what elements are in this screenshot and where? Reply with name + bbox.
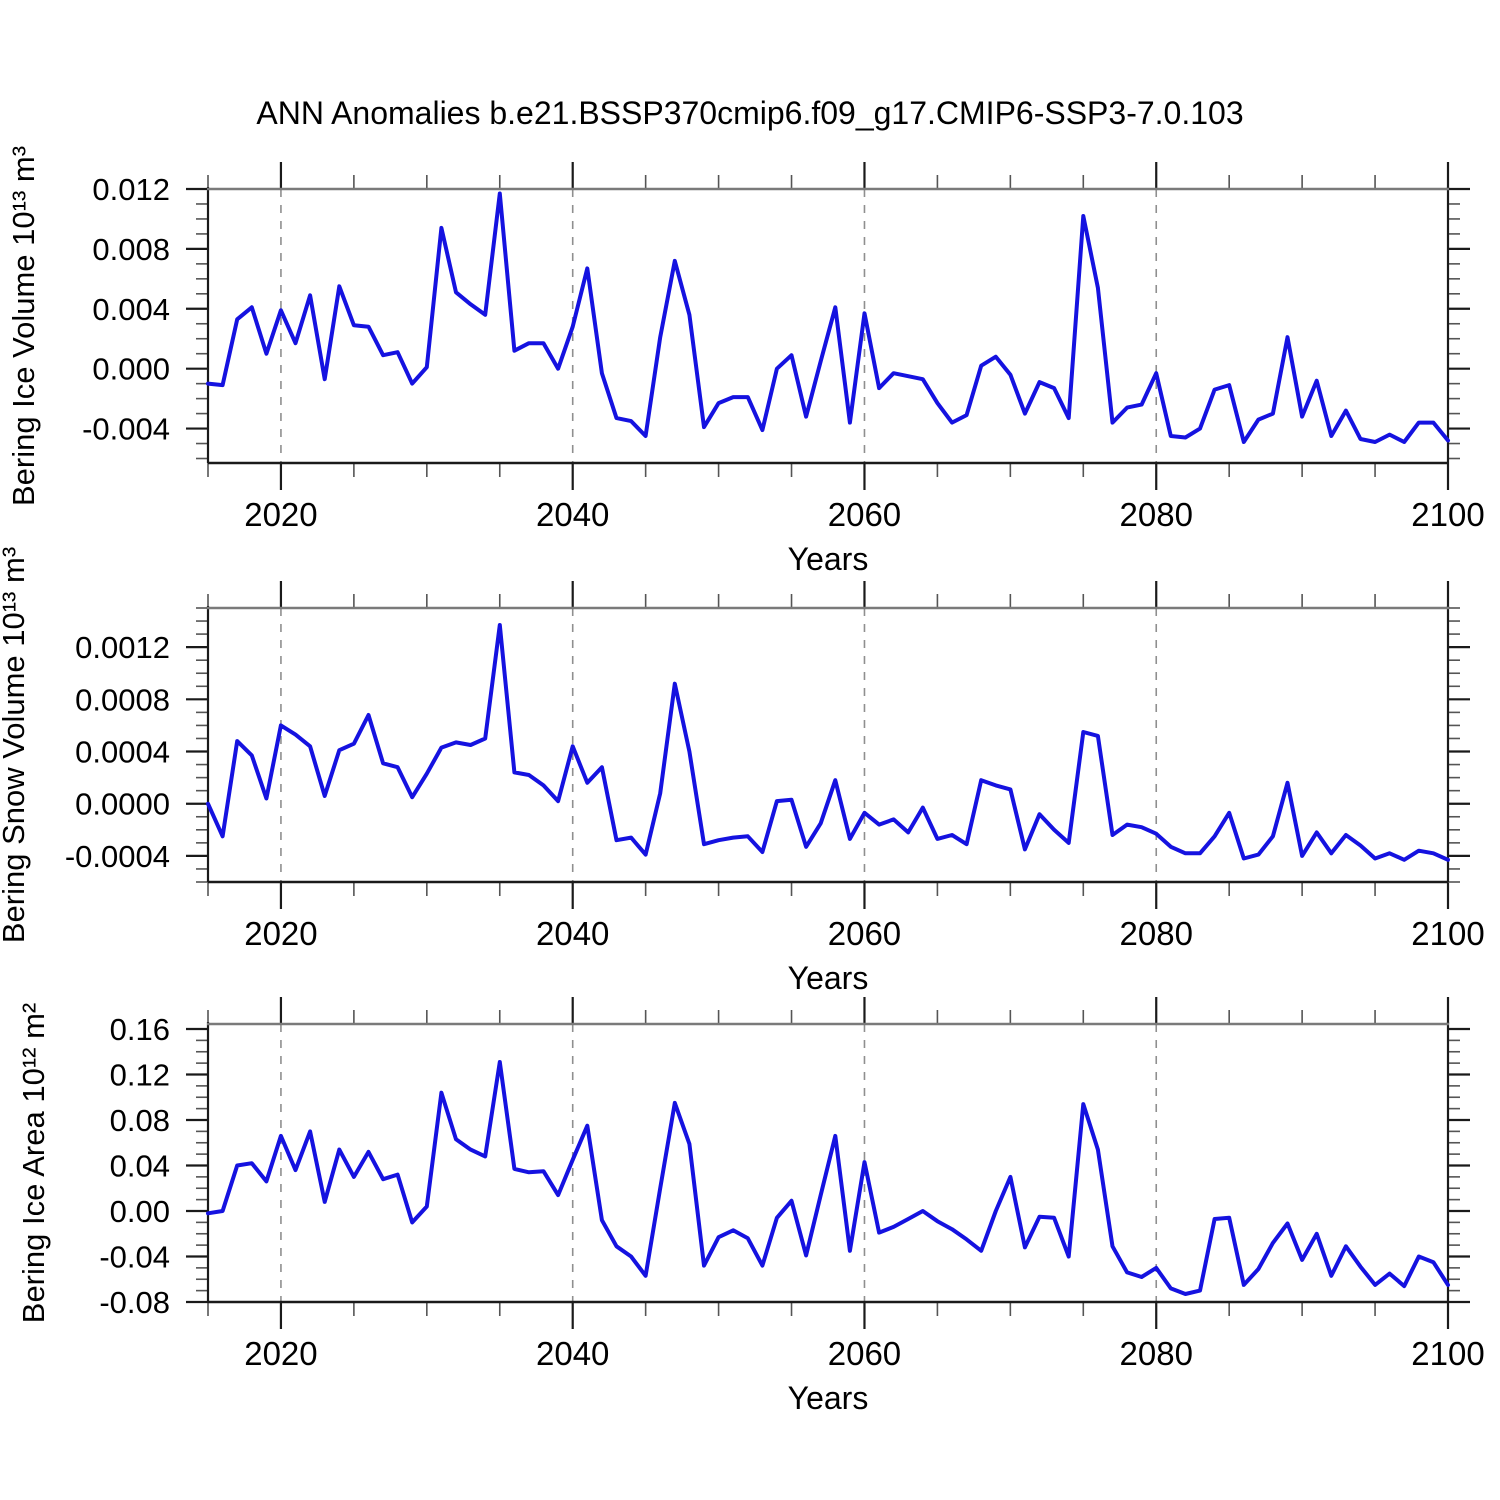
y-axis-title-bering-ice-volume: Bering Ice Volume 10¹³ m³ xyxy=(6,146,41,506)
figure-title: ANN Anomalies b.e21.BSSP370cmip6.f09_g17… xyxy=(256,95,1244,131)
x-tick-label: 2020 xyxy=(244,1335,317,1372)
y-axis-title-bering-snow-volume: Bering Snow Volume 10¹³ m³ xyxy=(0,547,31,943)
y-tick-label: -0.04 xyxy=(99,1240,170,1275)
y-tick-label: 0.000 xyxy=(92,352,170,387)
x-tick-label: 2100 xyxy=(1411,915,1484,952)
x-tick-label: 2060 xyxy=(828,496,901,533)
x-tick-label: 2040 xyxy=(536,496,609,533)
y-tick-label: 0.12 xyxy=(110,1058,170,1093)
x-tick-label: 2020 xyxy=(244,915,317,952)
x-tick-label: 2020 xyxy=(244,496,317,533)
y-tick-label: 0.16 xyxy=(110,1012,170,1047)
y-tick-label: 0.008 xyxy=(92,232,170,267)
y-tick-label: -0.004 xyxy=(82,412,170,447)
x-tick-label: 2080 xyxy=(1120,1335,1193,1372)
y-tick-label: 0.0000 xyxy=(75,787,170,822)
y-axis-title-bering-ice-area: Bering Ice Area 10¹² m² xyxy=(16,1003,51,1323)
x-tick-label: 2040 xyxy=(536,915,609,952)
y-tick-label: 0.0008 xyxy=(75,682,170,717)
y-tick-label: 0.08 xyxy=(110,1103,170,1138)
x-axis-title: Years xyxy=(788,541,869,577)
x-tick-label: 2060 xyxy=(828,1335,901,1372)
x-tick-label: 2100 xyxy=(1411,1335,1484,1372)
y-tick-label: 0.0012 xyxy=(75,630,170,665)
y-tick-label: -0.08 xyxy=(99,1285,170,1320)
data-line-bering-ice-volume xyxy=(206,191,1450,444)
x-tick-label: 2080 xyxy=(1120,496,1193,533)
x-tick-label: 2080 xyxy=(1120,915,1193,952)
data-line-bering-ice-area xyxy=(206,1060,1450,1296)
y-tick-label: 0.04 xyxy=(110,1149,170,1184)
y-tick-label: 0.004 xyxy=(92,292,170,327)
x-tick-label: 2060 xyxy=(828,915,901,952)
x-tick-label: 2040 xyxy=(536,1335,609,1372)
y-tick-label: 0.00 xyxy=(110,1194,170,1229)
y-tick-label: -0.0004 xyxy=(65,839,170,874)
y-tick-label: 0.0004 xyxy=(75,735,170,770)
data-line-bering-snow-volume xyxy=(206,623,1450,862)
x-tick-label: 2100 xyxy=(1411,496,1484,533)
y-tick-label: 0.012 xyxy=(92,172,170,207)
x-axis-title: Years xyxy=(788,960,869,996)
x-axis-title: Years xyxy=(788,1380,869,1416)
